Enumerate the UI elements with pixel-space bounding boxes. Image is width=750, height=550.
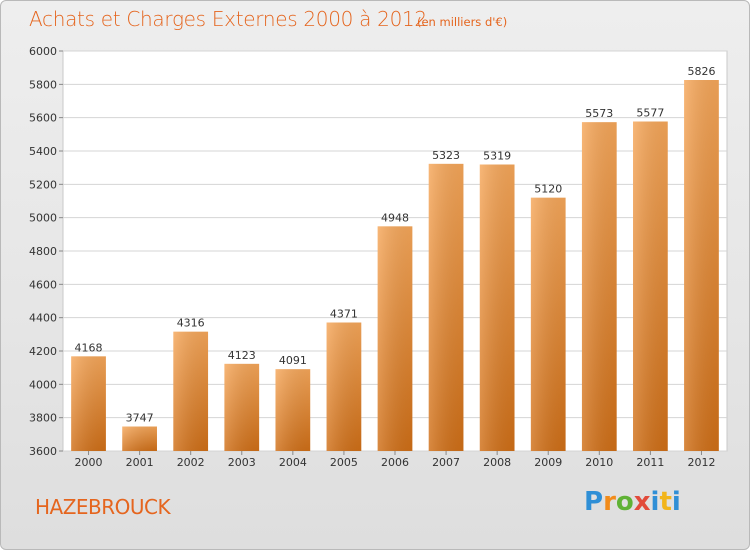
bar-shade <box>684 80 719 451</box>
y-tick-label: 5400 <box>29 145 57 158</box>
bar-value-label: 5319 <box>483 150 511 163</box>
x-tick-label: 2002 <box>177 456 205 469</box>
bar-shade <box>428 163 464 452</box>
x-tick-label: 2010 <box>585 456 613 469</box>
x-tick-label: 2000 <box>75 456 103 469</box>
x-tick-label: 2008 <box>483 456 511 469</box>
bar-shade <box>377 226 413 451</box>
x-axis: 2000 2001 2002 2003 2004 2005 2006 2007 2008 2009… <box>75 451 715 469</box>
bar-shade <box>71 356 106 451</box>
bar-shade <box>479 164 515 451</box>
bar-value-label: 5826 <box>687 65 715 78</box>
y-tick-label: 4200 <box>29 345 57 358</box>
y-tick-label: 4600 <box>29 278 57 291</box>
bar-value-label: 4123 <box>228 349 256 362</box>
bar-shade <box>326 322 362 451</box>
x-tick-label: 2001 <box>126 456 154 469</box>
x-tick-label: 2004 <box>279 456 307 469</box>
y-axis: 3600 3800 4000 4200 4400 4600 4800 5000 5200 5400… <box>29 45 63 458</box>
y-tick-label: 6000 <box>29 45 57 58</box>
bar-value-label: 4168 <box>75 341 103 354</box>
unit-label: (en milliers d'€) <box>417 15 508 29</box>
x-tick-label: 2005 <box>330 456 358 469</box>
y-tick-label: 5800 <box>29 78 57 91</box>
bar-shade <box>122 426 157 451</box>
bar-value-label: 4091 <box>279 354 307 367</box>
y-tick-label: 3800 <box>29 412 57 425</box>
x-tick-label: 2003 <box>228 456 256 469</box>
x-tick-label: 2006 <box>381 456 409 469</box>
y-tick-label: 5000 <box>29 212 57 225</box>
bar-value-label: 4948 <box>381 211 409 224</box>
bar-shade <box>530 197 566 451</box>
bar-shade <box>633 121 668 451</box>
bars: 4168 3747 4316 4123 4091 4371 4948 5323 5319 5120… <box>71 65 719 452</box>
bar-value-label: 5323 <box>432 149 460 162</box>
y-tick-label: 5600 <box>29 112 57 125</box>
bar-shade <box>275 369 311 451</box>
y-tick-label: 4800 <box>29 245 57 258</box>
y-tick-label: 4000 <box>29 378 57 391</box>
bar-shade <box>173 331 209 451</box>
y-tick-label: 5200 <box>29 178 57 191</box>
x-tick-label: 2009 <box>534 456 562 469</box>
bar-value-label: 5573 <box>585 107 613 120</box>
y-tick-label: 3600 <box>29 445 57 458</box>
y-tick-label: 4400 <box>29 312 57 325</box>
bar-value-label: 5577 <box>636 107 664 120</box>
x-tick-label: 2011 <box>636 456 664 469</box>
bar-value-label: 4316 <box>177 317 205 330</box>
bar-value-label: 4371 <box>330 308 358 321</box>
bar-value-label: 3747 <box>126 412 154 425</box>
chart-title: Achats et Charges Externes 2000 à 2012 <box>29 7 427 31</box>
x-tick-label: 2012 <box>687 456 715 469</box>
city-name: HAZEBROUCK <box>35 495 171 519</box>
bar-shade <box>581 122 617 452</box>
bar-value-label: 5120 <box>534 183 562 196</box>
x-tick-label: 2007 <box>432 456 460 469</box>
bar-shade <box>224 363 260 451</box>
proxiti-logo[interactable]: Proxiti <box>584 487 681 517</box>
